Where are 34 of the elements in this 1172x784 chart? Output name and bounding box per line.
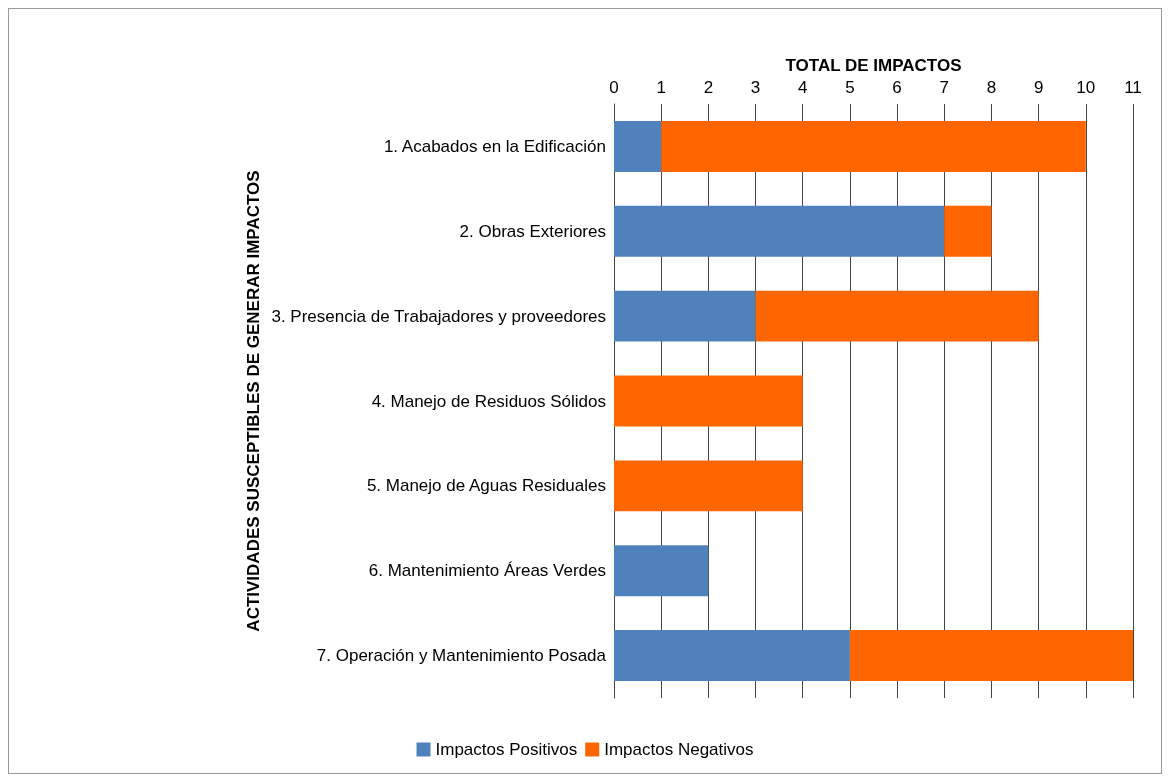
y-tick-label: 7. Operación y Mantenimiento Posada xyxy=(316,646,607,666)
x-tick-label: 1 xyxy=(656,78,666,97)
x-tick-label: 9 xyxy=(1033,78,1044,97)
y-tick-label: 6. Mantenimiento Áreas Verdes xyxy=(368,561,606,581)
x-tick-label: 8 xyxy=(986,78,997,97)
bar xyxy=(614,205,945,257)
bar xyxy=(614,460,803,512)
x-tick-label: 7 xyxy=(939,78,950,97)
x-tick-label: 4 xyxy=(797,78,808,97)
x-axis-title: TOTAL DE IMPACTOS xyxy=(785,56,962,75)
x-tick-label: 3 xyxy=(750,78,761,97)
bar xyxy=(614,375,803,427)
bar xyxy=(614,290,756,342)
bar xyxy=(614,545,709,597)
bar xyxy=(944,205,992,257)
legend-label: Impactos Negativos xyxy=(604,740,754,759)
y-tick-label: 1. Acabados en la Edificación xyxy=(383,136,606,156)
x-tick-label: 6 xyxy=(892,78,902,97)
x-tick-label: 10 xyxy=(1076,78,1096,97)
bar xyxy=(849,630,1133,682)
x-tick-label: 2 xyxy=(703,78,714,97)
x-tick-label: 11 xyxy=(1124,78,1142,97)
y-axis-title: ACTIVIDADES SUSCEPTIBLES DE GENERAR IMPACTOS xyxy=(244,170,264,632)
bar xyxy=(614,630,850,682)
x-tick-label: 5 xyxy=(845,78,855,97)
bar xyxy=(661,120,1086,172)
y-tick-label: 2. Obras Exteriores xyxy=(459,221,606,241)
y-tick-label: 4. Manejo de Residuos Sólidos xyxy=(371,391,606,411)
x-tick-label: 0 xyxy=(609,78,619,97)
y-tick-label: 5. Manejo de Aguas Residuales xyxy=(366,476,606,496)
legend-label: Impactos Positivos xyxy=(435,740,578,759)
bar xyxy=(614,120,662,172)
bar xyxy=(755,290,1039,342)
y-tick-label: 3. Presencia de Trabajadores y proveedores xyxy=(271,306,606,326)
